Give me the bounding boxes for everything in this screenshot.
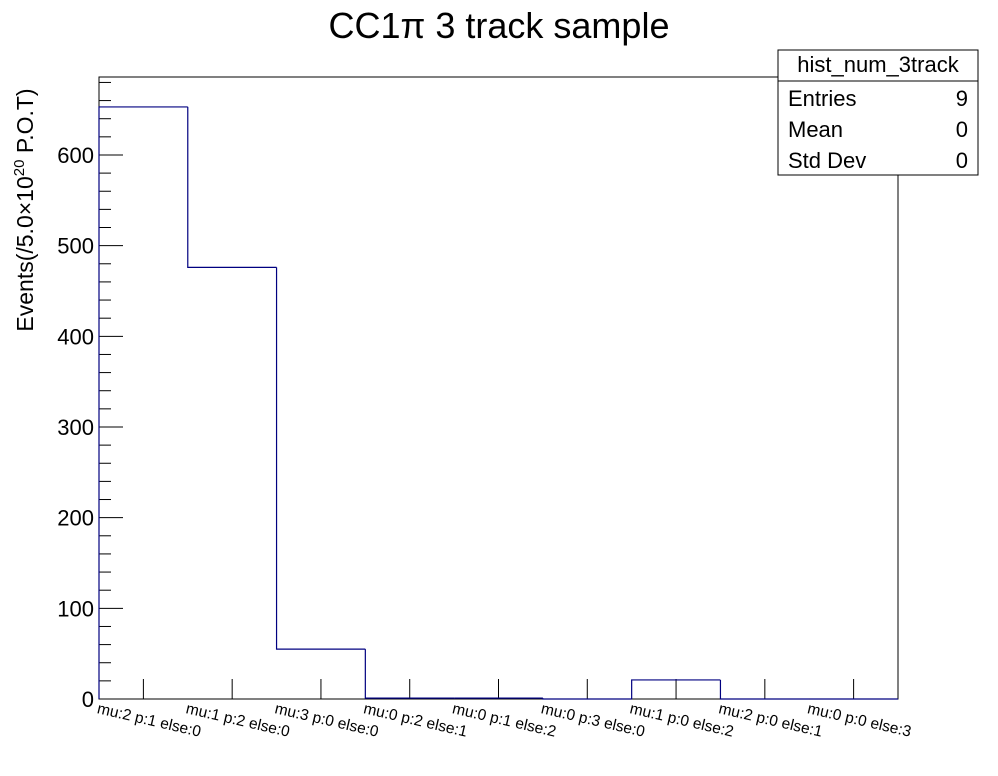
x-axis-category-labels: mu:2 p:1 else:0mu:1 p:2 else:0mu:3 p:0 e… [95,700,912,740]
y-axis-title-suffix: P.O.T) [12,88,38,159]
stats-stddev-label: Std Dev [788,148,866,173]
histogram-bin [631,679,721,699]
histogram-bin [187,106,277,269]
y-tick-label: 300 [57,415,94,440]
chart-title: CC1π 3 track sample [329,5,670,46]
stats-entries-label: Entries [788,86,856,111]
y-tick-label: 500 [57,234,94,259]
stats-entries-value: 9 [956,86,968,111]
stats-box-frame [777,49,979,176]
y-tick-label: 600 [57,143,94,168]
histogram-bin [364,649,455,699]
y-tick-label: 400 [57,324,94,349]
y-axis-title-exponent: 20 [11,160,28,177]
stats-box: hist_num_3track Entries 9 Mean 0 Std Dev… [777,49,979,176]
histogram-bin [542,698,632,700]
histogram-bin [719,679,810,700]
y-axis-ticks [99,81,123,700]
y-tick-label: 100 [57,596,94,621]
stats-stddev-value: 0 [956,148,968,173]
histogram-series [98,106,898,700]
stats-box-title: hist_num_3track [797,52,959,77]
y-axis-title-prefix: Events(/5.0×10 [12,176,38,331]
x-axis-ticks [142,679,855,699]
y-tick-label: 0 [82,687,94,712]
histogram-bin [98,106,188,699]
histogram-bin [275,267,366,650]
y-tick-label: 200 [57,506,94,531]
x-category-label: mu:0 p:0 else:3 [806,700,913,740]
stats-mean-label: Mean [788,117,843,142]
y-axis-tick-labels: 0 100 200 300 400 500 600 [57,143,94,712]
y-axis-title: Events(/5.0×1020 P.O.T) [11,88,38,331]
stats-mean-value: 0 [956,117,968,142]
